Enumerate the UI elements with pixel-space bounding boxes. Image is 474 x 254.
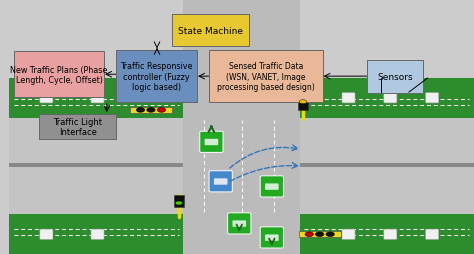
Circle shape: [316, 232, 324, 237]
Circle shape: [305, 232, 313, 237]
FancyBboxPatch shape: [40, 229, 53, 239]
Bar: [9, 164, 183, 168]
FancyBboxPatch shape: [367, 61, 423, 94]
FancyBboxPatch shape: [260, 227, 283, 248]
Circle shape: [147, 108, 155, 113]
FancyBboxPatch shape: [214, 179, 228, 185]
Text: Sensed Traffic Data
(WSN, VANET, Image
processing based design): Sensed Traffic Data (WSN, VANET, Image p…: [217, 62, 315, 92]
Circle shape: [157, 108, 165, 113]
Bar: [300, 215, 474, 254]
Text: Traffic Light
Interface: Traffic Light Interface: [53, 117, 102, 137]
Circle shape: [137, 108, 145, 113]
Circle shape: [299, 100, 307, 104]
Circle shape: [175, 197, 182, 201]
FancyBboxPatch shape: [116, 51, 198, 103]
FancyBboxPatch shape: [384, 93, 397, 104]
FancyBboxPatch shape: [172, 15, 248, 47]
FancyBboxPatch shape: [205, 139, 218, 146]
Text: State Machine: State Machine: [178, 27, 243, 36]
FancyBboxPatch shape: [91, 93, 104, 104]
Text: Sensors: Sensors: [377, 73, 413, 82]
FancyBboxPatch shape: [342, 93, 355, 104]
FancyBboxPatch shape: [426, 93, 438, 104]
Text: New Traffic Plans (Phase
Length, Cycle, Offset): New Traffic Plans (Phase Length, Cycle, …: [10, 65, 108, 85]
FancyBboxPatch shape: [14, 52, 104, 98]
FancyBboxPatch shape: [209, 51, 323, 103]
FancyBboxPatch shape: [265, 184, 279, 190]
FancyBboxPatch shape: [426, 229, 438, 239]
FancyBboxPatch shape: [209, 171, 232, 192]
Bar: [9, 79, 183, 118]
FancyBboxPatch shape: [39, 114, 116, 140]
FancyBboxPatch shape: [200, 132, 223, 153]
FancyBboxPatch shape: [384, 229, 397, 239]
Circle shape: [299, 105, 307, 109]
FancyBboxPatch shape: [260, 176, 283, 197]
FancyBboxPatch shape: [342, 229, 355, 239]
FancyBboxPatch shape: [232, 220, 246, 227]
Bar: [300, 79, 474, 118]
FancyBboxPatch shape: [228, 213, 251, 234]
Bar: [300, 164, 474, 168]
Bar: [9, 118, 474, 215]
Bar: [298, 98, 308, 111]
Bar: [183, 0, 300, 254]
FancyBboxPatch shape: [40, 93, 53, 104]
Bar: [9, 215, 183, 254]
FancyBboxPatch shape: [265, 234, 279, 241]
Text: Traffic Responsive
controller (Fuzzy
logic based): Traffic Responsive controller (Fuzzy log…: [120, 62, 193, 92]
Bar: [174, 195, 184, 208]
Bar: [130, 107, 172, 114]
FancyBboxPatch shape: [91, 229, 104, 239]
Bar: [299, 231, 341, 237]
Circle shape: [326, 232, 334, 237]
Circle shape: [175, 201, 182, 205]
